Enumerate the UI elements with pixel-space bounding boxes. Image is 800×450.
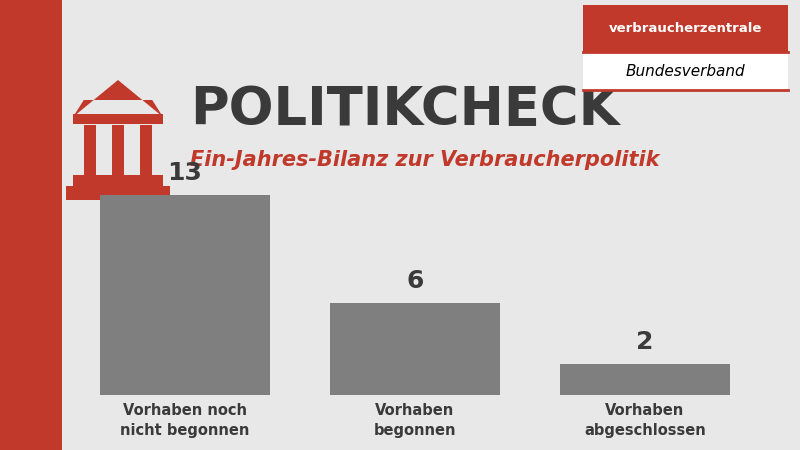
Bar — [0, 0, 62, 450]
Bar — [73, 175, 163, 187]
Bar — [73, 114, 163, 124]
Text: verbraucherzentrale: verbraucherzentrale — [609, 22, 762, 35]
Bar — [84, 125, 96, 177]
Polygon shape — [73, 80, 163, 117]
Text: Vorhaben
begonnen: Vorhaben begonnen — [374, 403, 456, 438]
Text: 13: 13 — [167, 161, 202, 185]
Text: Vorhaben
abgeschlossen: Vorhaben abgeschlossen — [584, 403, 706, 438]
Bar — [100, 195, 270, 395]
Bar — [560, 364, 730, 395]
Bar — [330, 303, 500, 395]
Bar — [583, 52, 788, 90]
Text: Bundesverband: Bundesverband — [626, 64, 746, 79]
Text: 2: 2 — [636, 330, 654, 354]
Bar — [140, 125, 152, 177]
Text: POLITIKCHECK: POLITIKCHECK — [190, 84, 619, 136]
Bar — [112, 125, 124, 177]
Bar — [583, 5, 788, 52]
Text: 6: 6 — [406, 269, 424, 292]
Bar — [66, 186, 170, 200]
Text: Vorhaben noch
nicht begonnen: Vorhaben noch nicht begonnen — [120, 403, 250, 438]
Text: Ein-Jahres-Bilanz zur Verbraucherpolitik: Ein-Jahres-Bilanz zur Verbraucherpolitik — [190, 150, 659, 170]
